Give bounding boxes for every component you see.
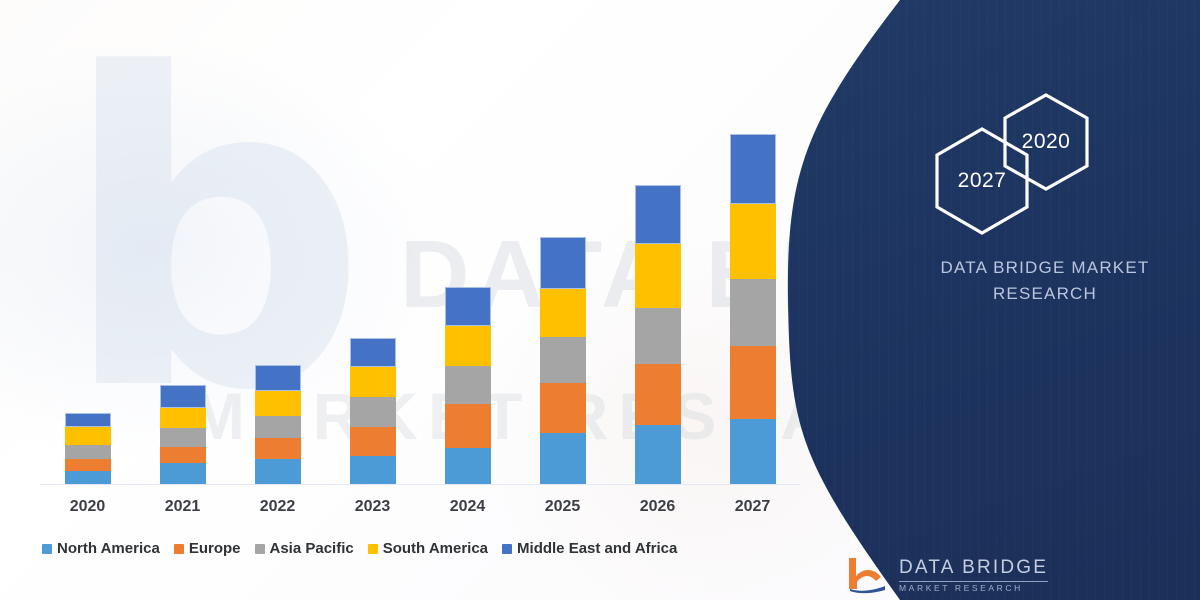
bar-segment [729,134,776,204]
legend-label: South America [382,540,489,557]
legend-swatch-icon [173,543,184,554]
bar-segment [159,447,206,463]
x-axis-tick-label: 2023 [354,498,391,515]
bar-segment [634,244,681,308]
bar-column [64,413,111,485]
bar-segment [539,237,586,289]
footer-logo-subtitle: MARKET RESEARCH [899,582,1023,593]
legend-item[interactable]: Middle East and Africa [502,540,677,557]
bar-segment [64,445,111,459]
bar-segment [254,438,301,459]
bar-segment [539,433,586,485]
bar-column [539,237,586,485]
bar-segment [634,185,681,244]
x-axis-tick-label: 2020 [69,498,106,515]
x-axis-tick-label: 2024 [449,498,486,515]
brand-panel-title-line2: RESEARCH [992,284,1098,304]
bar-column [729,134,776,485]
x-axis-line [40,484,800,485]
bar-segment [254,416,301,438]
x-axis-tick-label: 2025 [544,498,581,515]
legend-swatch-icon [254,543,265,554]
legend-swatch-icon [367,543,378,554]
bar-segment [444,448,491,485]
bar-segment [444,366,491,404]
watermark-logo-glyph: b [60,0,368,485]
bar-segment [539,337,586,383]
legend-label: Middle East and Africa [517,540,678,557]
footer-logo-text: DATA BRIDGE MARKET RESEARCH [899,556,1049,593]
bar-segment [64,471,111,485]
hexagon-end-year: 2020 [1000,92,1092,192]
bar-column [634,185,681,485]
brand-panel-title-line1: DATA BRIDGE MARKET [940,258,1150,277]
footer-logo-divider [899,580,1049,582]
bar-column [159,385,206,485]
bar-segment [159,385,206,408]
x-axis-tick-label: 2026 [639,498,676,515]
hexagon-start-year: 2027 [932,126,1032,236]
bar-segment [729,419,776,485]
data-bridge-logo-icon [849,558,885,594]
bar-segment [159,428,206,447]
bar-segment [634,364,681,425]
chart-legend: North America Europe Asia Pacific South Ame… [42,540,677,557]
bar-segment [349,427,396,456]
legend-swatch-icon [42,543,52,554]
bar-segment [729,279,776,346]
chart-plot-area [40,110,800,485]
bar-segment [634,308,681,364]
x-axis-labels: 2020 2021 2022 2023 2024 2025 2026 2027 [40,498,800,524]
footer-logo-name: DATA BRIDGE [899,556,1049,578]
brand-panel-texture [780,0,1200,600]
bar-segment [64,459,111,471]
legend-label: North America [57,540,160,557]
legend-item[interactable]: South America [367,540,489,557]
x-axis-tick-label: 2027 [734,498,771,515]
legend-swatch-icon [502,543,513,554]
x-axis-tick-label: 2021 [164,498,201,515]
bar-segment [539,383,586,433]
bar-segment [444,287,491,326]
bar-segment [349,338,396,367]
legend-label: Europe [188,540,241,557]
hexagon-end-year-label: 2020 [1021,130,1071,153]
bar-segment [254,391,301,416]
bar-segment [349,367,396,397]
legend-item[interactable]: North America [42,540,160,557]
right-brand-panel [780,0,1200,600]
brand-panel-title: DATA BRIDGE MARKET RESEARCH [900,255,1190,308]
bar-segment [729,204,776,279]
bar-segment [64,413,111,427]
bar-segment [444,326,491,366]
bar-segment [254,365,301,391]
x-axis-tick-label: 2022 [259,498,296,515]
bar-segment [254,459,301,485]
bar-segment [159,463,206,485]
stacked-bar-chart: 2020 2021 2022 2023 2024 2025 2026 2027 North A… [40,110,800,557]
legend-item[interactable]: Asia Pacific [254,540,354,557]
bar-segment [729,346,776,419]
bar-column [254,365,301,485]
legend-item[interactable]: Europe [173,540,241,557]
hexagon-start-year-label: 2027 [957,169,1007,192]
bar-segment [634,425,681,485]
bar-segment [349,397,396,427]
bar-segment [444,404,491,448]
bar-column [444,287,491,485]
bar-segment [539,289,586,337]
bar-column [349,338,396,485]
bar-segment [159,408,206,428]
bar-segment [64,427,111,445]
bar-segment [349,456,396,485]
footer-logo: DATA BRIDGE MARKET RESEARCH [845,556,1049,594]
legend-label: Asia Pacific [269,540,354,557]
